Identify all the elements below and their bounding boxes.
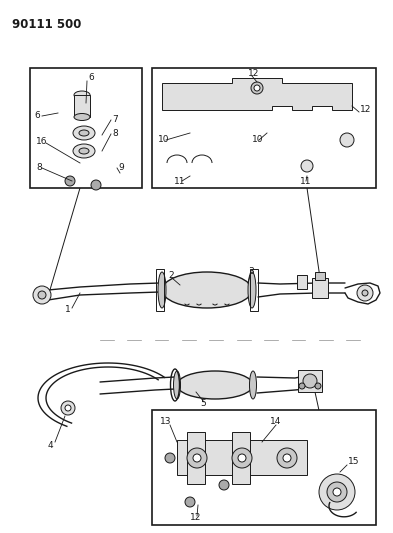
Bar xyxy=(152,410,376,525)
Text: 11: 11 xyxy=(300,177,312,187)
Text: 10: 10 xyxy=(158,135,169,144)
Circle shape xyxy=(187,448,207,468)
Text: 8: 8 xyxy=(36,164,42,173)
Bar xyxy=(177,440,307,475)
Text: 9: 9 xyxy=(118,164,124,173)
Ellipse shape xyxy=(79,148,89,154)
Polygon shape xyxy=(162,78,352,110)
Ellipse shape xyxy=(158,272,166,308)
Circle shape xyxy=(357,285,373,301)
Ellipse shape xyxy=(74,91,90,99)
Circle shape xyxy=(232,448,252,468)
Circle shape xyxy=(219,480,229,490)
Ellipse shape xyxy=(177,371,253,399)
Text: 7: 7 xyxy=(112,116,118,125)
Text: 16: 16 xyxy=(36,138,48,147)
Ellipse shape xyxy=(162,272,252,308)
Circle shape xyxy=(299,383,305,389)
Circle shape xyxy=(61,401,75,415)
Circle shape xyxy=(65,405,71,411)
Ellipse shape xyxy=(79,130,89,136)
Circle shape xyxy=(277,448,297,468)
Text: 12: 12 xyxy=(248,69,259,78)
Ellipse shape xyxy=(73,126,95,140)
Circle shape xyxy=(193,454,201,462)
Circle shape xyxy=(185,497,195,507)
Ellipse shape xyxy=(74,114,90,120)
Text: 13: 13 xyxy=(160,417,171,426)
Ellipse shape xyxy=(73,144,95,158)
Bar xyxy=(152,68,376,188)
Circle shape xyxy=(301,160,313,172)
Text: 15: 15 xyxy=(348,457,360,466)
Circle shape xyxy=(254,85,260,91)
Text: 2: 2 xyxy=(168,271,174,279)
Circle shape xyxy=(327,482,347,502)
Text: 10: 10 xyxy=(252,135,263,144)
Bar xyxy=(30,68,142,188)
Circle shape xyxy=(362,290,368,296)
Bar xyxy=(74,95,90,117)
Text: 8: 8 xyxy=(112,130,118,139)
Bar xyxy=(315,272,325,280)
Text: 11: 11 xyxy=(174,177,185,187)
Bar xyxy=(312,278,328,298)
Text: 90111 500: 90111 500 xyxy=(12,18,81,31)
Text: 5: 5 xyxy=(200,400,206,408)
Text: 4: 4 xyxy=(48,440,53,449)
Circle shape xyxy=(33,286,51,304)
Circle shape xyxy=(315,383,321,389)
Text: 12: 12 xyxy=(360,106,371,115)
Ellipse shape xyxy=(248,272,256,308)
Circle shape xyxy=(303,374,317,388)
Text: 6: 6 xyxy=(88,74,94,83)
Ellipse shape xyxy=(250,371,257,399)
Circle shape xyxy=(38,291,46,299)
Circle shape xyxy=(238,454,246,462)
Text: 12: 12 xyxy=(190,513,201,522)
Circle shape xyxy=(283,454,291,462)
Bar xyxy=(297,275,307,289)
Circle shape xyxy=(91,180,101,190)
Circle shape xyxy=(251,82,263,94)
Circle shape xyxy=(165,453,175,463)
Bar xyxy=(187,432,205,484)
Text: 6: 6 xyxy=(34,111,40,120)
Circle shape xyxy=(65,176,75,186)
Text: 3: 3 xyxy=(248,268,254,277)
Circle shape xyxy=(333,488,341,496)
Circle shape xyxy=(340,133,354,147)
Text: 1: 1 xyxy=(65,305,71,314)
Text: 14: 14 xyxy=(270,417,281,426)
Circle shape xyxy=(319,474,355,510)
Ellipse shape xyxy=(173,371,180,399)
Bar xyxy=(156,269,164,311)
Bar xyxy=(298,370,322,392)
Bar xyxy=(232,432,250,484)
Bar xyxy=(250,269,258,311)
